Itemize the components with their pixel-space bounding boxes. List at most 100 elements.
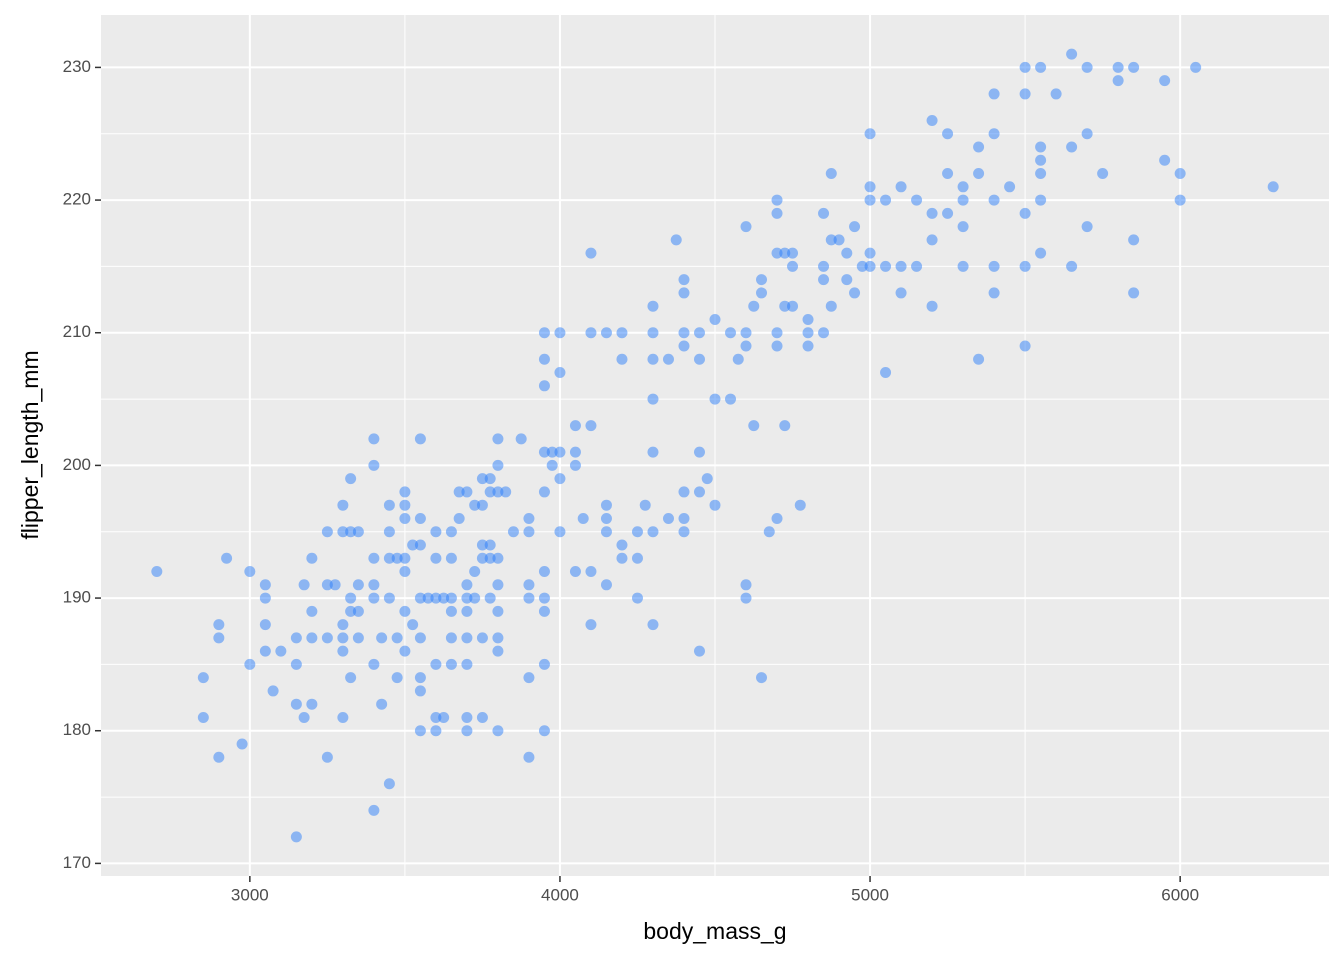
point (1174, 168, 1186, 180)
point (802, 340, 814, 352)
point (414, 592, 426, 604)
point (1035, 168, 1047, 180)
point (693, 645, 705, 657)
point (391, 552, 403, 564)
point (500, 486, 512, 498)
point (600, 579, 612, 591)
point (345, 672, 357, 684)
point (321, 632, 333, 644)
point (926, 300, 938, 312)
point (290, 698, 302, 710)
point (306, 552, 318, 564)
point (926, 234, 938, 246)
point (942, 128, 954, 140)
point (616, 327, 628, 339)
point (399, 645, 411, 657)
point (740, 579, 752, 591)
point (895, 260, 907, 272)
point (407, 539, 419, 551)
point (213, 619, 225, 631)
point (748, 420, 760, 432)
point (538, 592, 550, 604)
point (453, 512, 465, 524)
point (585, 420, 597, 432)
point (973, 168, 985, 180)
point (383, 499, 395, 511)
point (345, 526, 357, 538)
point (461, 592, 473, 604)
point (407, 619, 419, 631)
point (895, 181, 907, 193)
point (523, 512, 535, 524)
point (763, 526, 775, 538)
point (290, 831, 302, 843)
point (1035, 61, 1047, 73)
point (391, 672, 403, 684)
point (523, 526, 535, 538)
point (376, 698, 388, 710)
point (337, 526, 349, 538)
point (864, 260, 876, 272)
point (259, 579, 271, 591)
point (988, 88, 1000, 100)
point (290, 632, 302, 644)
point (321, 579, 333, 591)
point (693, 486, 705, 498)
point (476, 711, 488, 723)
point (911, 194, 923, 206)
point (569, 566, 581, 578)
point (794, 499, 806, 511)
point (988, 128, 1000, 140)
y-tick-label: 220 (63, 190, 91, 209)
point (337, 499, 349, 511)
point (577, 512, 589, 524)
point (880, 367, 892, 379)
point (678, 526, 690, 538)
point (538, 658, 550, 670)
point (1019, 260, 1031, 272)
point (856, 260, 868, 272)
point (383, 778, 395, 790)
point (538, 380, 550, 392)
point (461, 632, 473, 644)
y-tick-label: 180 (63, 720, 91, 739)
point (445, 552, 457, 564)
point (414, 433, 426, 445)
point (492, 486, 504, 498)
point (616, 539, 628, 551)
point (383, 592, 395, 604)
point (213, 632, 225, 644)
point (414, 672, 426, 684)
point (1035, 247, 1047, 259)
point (298, 579, 310, 591)
point (693, 353, 705, 365)
point (461, 658, 473, 670)
point (515, 433, 527, 445)
point (538, 486, 550, 498)
point (693, 327, 705, 339)
y-tick-label: 170 (63, 853, 91, 872)
point (678, 340, 690, 352)
point (461, 486, 473, 498)
point (399, 552, 411, 564)
point (771, 247, 783, 259)
point (236, 738, 248, 750)
point (864, 181, 876, 193)
point (631, 526, 643, 538)
point (1035, 154, 1047, 166)
point (368, 459, 380, 471)
point (492, 632, 504, 644)
point (740, 327, 752, 339)
point (445, 605, 457, 617)
point (476, 499, 488, 511)
point (538, 725, 550, 737)
point (298, 711, 310, 723)
point (647, 353, 659, 365)
point (662, 353, 674, 365)
point (569, 446, 581, 458)
point (957, 260, 969, 272)
point (1097, 168, 1109, 180)
point (988, 287, 1000, 299)
point (368, 658, 380, 670)
point (756, 287, 768, 299)
